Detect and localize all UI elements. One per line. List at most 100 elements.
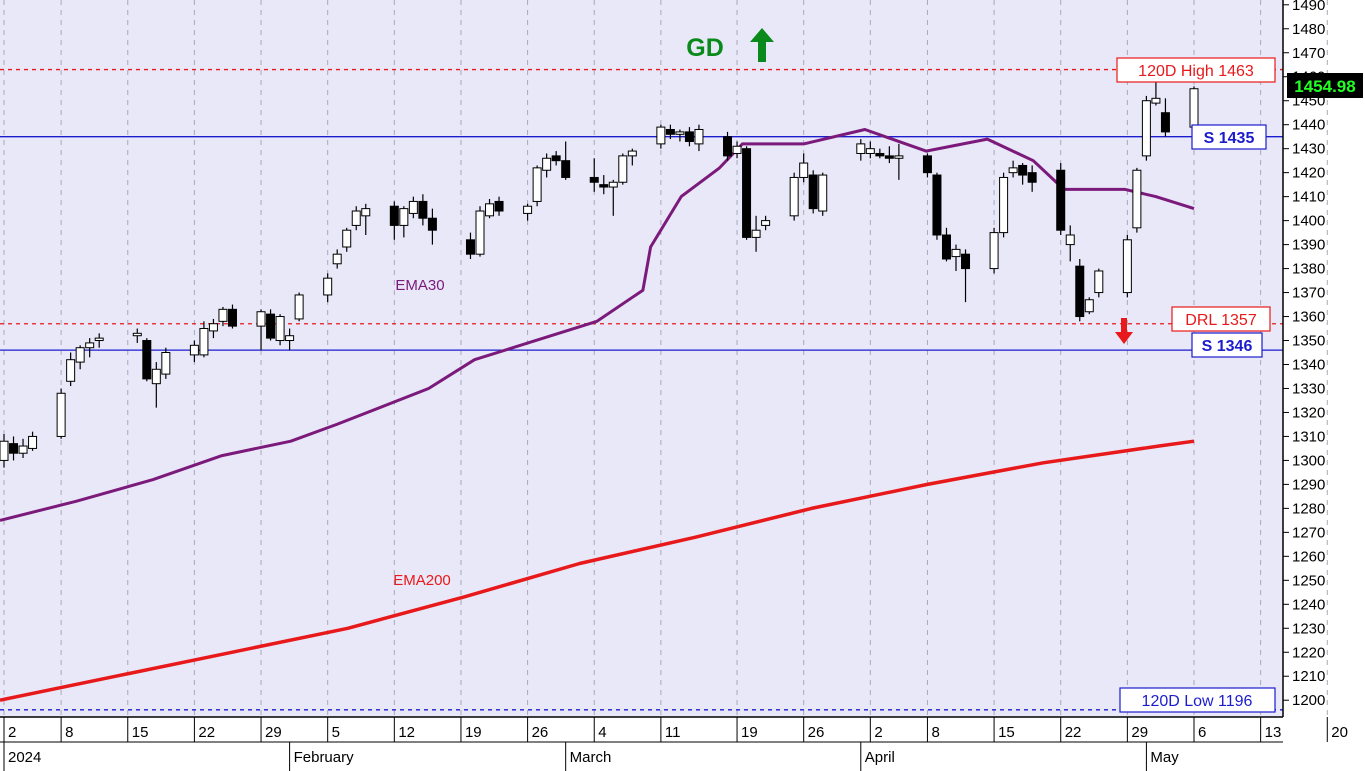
- x-tick-label: 4: [598, 724, 606, 741]
- candle: [132, 328, 142, 343]
- candle: [989, 227, 999, 274]
- y-tick-label: 1390: [1292, 237, 1325, 254]
- y-tick-label: 1250: [1292, 572, 1325, 589]
- y-tick-label: 1300: [1292, 452, 1325, 469]
- candle: [94, 333, 104, 348]
- y-tick-label: 1210: [1292, 668, 1325, 685]
- y-tick-label: 1220: [1292, 644, 1325, 661]
- y-tick-label: 1490: [1292, 0, 1325, 14]
- x-tick-label: 2: [874, 724, 882, 741]
- candle: [1094, 268, 1104, 298]
- x-tick-label: 8: [65, 724, 73, 741]
- candle: [1084, 297, 1094, 315]
- y-tick-label: 1200: [1292, 692, 1325, 709]
- candle: [1132, 167, 1142, 233]
- level-label-120d-high: 120D High 1463: [1116, 57, 1276, 83]
- candle: [227, 304, 237, 329]
- candle: [1141, 95, 1151, 161]
- candle: [151, 362, 161, 408]
- candle: [1160, 98, 1170, 137]
- level-label-drl: DRL 1357: [1171, 306, 1271, 332]
- y-tick-label: 1410: [1292, 189, 1325, 206]
- axis-panel: [1283, 0, 1365, 717]
- candle: [427, 208, 437, 245]
- month-label: May: [1150, 749, 1179, 766]
- candle: [66, 352, 76, 387]
- x-tick-label: 19: [741, 724, 758, 741]
- candle: [1065, 225, 1075, 262]
- candle: [1189, 86, 1199, 130]
- candle: [951, 244, 961, 271]
- candle: [256, 309, 266, 351]
- x-tick-label: 2: [8, 724, 16, 741]
- candle: [75, 345, 85, 370]
- ema200-line: [0, 439, 1195, 702]
- x-tick-label: 13: [1265, 724, 1282, 741]
- svg-text:S 1346: S 1346: [1202, 338, 1253, 355]
- candle: [465, 232, 475, 259]
- ema30-label: EMA30: [395, 277, 444, 294]
- candles: [0, 69, 1199, 468]
- x-tick-label: 15: [132, 724, 149, 741]
- candle: [865, 141, 875, 159]
- candle: [294, 292, 304, 322]
- candle: [789, 172, 799, 221]
- candle: [18, 438, 28, 459]
- candle: [694, 124, 704, 152]
- x-tick-label: 12: [398, 724, 415, 741]
- candle: [523, 203, 533, 221]
- candle: [656, 124, 666, 149]
- level-label-s1435: S 1435: [1191, 124, 1267, 150]
- y-tick-label: 1260: [1292, 548, 1325, 565]
- date-axis-ticks: 2815222951219264111926281522296132027202…: [3, 717, 1348, 771]
- x-tick-label: 19: [465, 724, 482, 741]
- candle: [85, 338, 95, 358]
- x-tick-label: 5: [332, 724, 340, 741]
- candle: [542, 153, 552, 178]
- candle: [275, 314, 285, 346]
- candle: [551, 151, 561, 166]
- candle: [761, 215, 771, 231]
- y-tick-label: 1290: [1292, 476, 1325, 493]
- x-tick-label: 26: [808, 724, 825, 741]
- candle: [142, 338, 152, 382]
- x-tick-label: 6: [1198, 724, 1206, 741]
- svg-text:1454.98: 1454.98: [1294, 77, 1355, 96]
- y-tick-label: 1310: [1292, 428, 1325, 445]
- candle: [922, 153, 932, 178]
- svg-text:120D Low 1196: 120D Low 1196: [1142, 693, 1253, 710]
- last-price-tag: 1454.98: [1287, 73, 1363, 98]
- candle: [627, 148, 637, 166]
- candle: [884, 146, 894, 164]
- y-tick-label: 1280: [1292, 500, 1325, 517]
- x-tick-label: 20: [1331, 724, 1348, 741]
- candle: [932, 172, 942, 240]
- down-arrow-icon: [1115, 318, 1133, 344]
- candle: [1027, 165, 1037, 192]
- candle: [1018, 163, 1028, 185]
- candle: [342, 227, 352, 252]
- candle: [941, 227, 951, 262]
- y-tick-label: 1370: [1292, 285, 1325, 302]
- level-lines: [0, 68, 1283, 711]
- candle: [742, 146, 752, 240]
- y-tick-label: 1400: [1292, 213, 1325, 230]
- candle: [323, 273, 333, 303]
- candle: [723, 131, 733, 161]
- candle: [351, 206, 361, 231]
- candle: [208, 318, 218, 339]
- candle: [9, 436, 19, 461]
- candle: [199, 321, 209, 358]
- y-tick-label: 1240: [1292, 596, 1325, 613]
- y-tick-label: 1350: [1292, 333, 1325, 350]
- y-tick-label: 1470: [1292, 45, 1325, 62]
- candle: [751, 215, 761, 252]
- x-tick-label: 22: [1065, 724, 1082, 741]
- candle: [684, 127, 694, 147]
- y-tick-label: 1360: [1292, 309, 1325, 326]
- candle: [808, 170, 818, 214]
- candle: [161, 347, 171, 379]
- level-label-120d-low: 120D Low 1196: [1119, 687, 1276, 713]
- candle: [1122, 235, 1132, 298]
- y-tick-label: 1340: [1292, 356, 1325, 373]
